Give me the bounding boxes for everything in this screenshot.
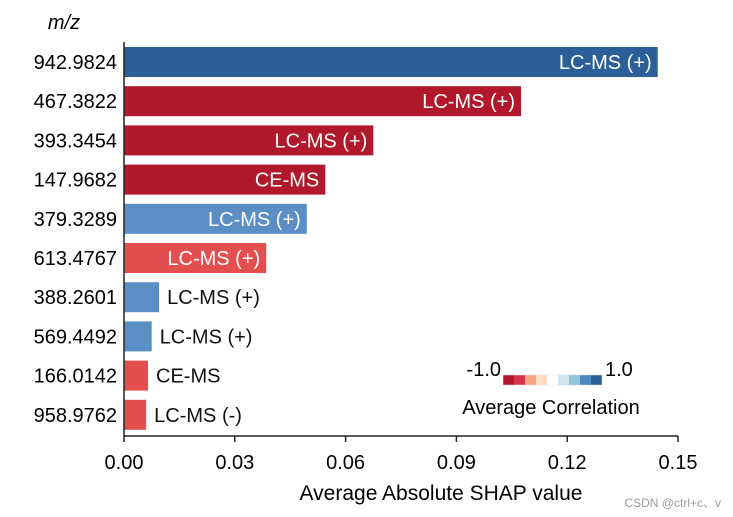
bar — [124, 125, 374, 156]
x-tick-label: 0.09 — [437, 452, 476, 474]
y-tick-label: 393.3454 — [34, 130, 117, 152]
colorbar-swatch — [503, 375, 514, 385]
x-tick-label: 0.12 — [548, 452, 587, 474]
bar — [124, 282, 160, 313]
bar-label: CE-MS — [255, 170, 319, 192]
bar-label: LC-MS (+) — [167, 248, 260, 270]
x-tick-label: 0.00 — [105, 452, 144, 474]
bar-label: LC-MS (+) — [208, 209, 301, 231]
y-tick-label: 569.4492 — [34, 326, 117, 348]
x-axis-title: Average Absolute SHAP value — [300, 482, 583, 505]
bar — [124, 47, 658, 77]
bar-labels: LC-MS (+) LC-MS (+) LC-MS (+) CE-MS LC-MS (+… — [154, 52, 652, 427]
x-tick-label: 0.06 — [326, 452, 365, 474]
y-tick-labels: 942.9824 467.3822 393.3454 147.9682 379.3289… — [34, 52, 117, 427]
bars — [124, 47, 658, 430]
y-tick-label: 958.9762 — [34, 405, 117, 427]
colorbar-title: Average Correlation — [462, 397, 640, 419]
y-tick-label: 388.2601 — [34, 287, 117, 309]
watermark: CSDN @ctrl+c、v — [624, 496, 721, 510]
bar — [124, 243, 267, 273]
y-tick-label: 613.4767 — [34, 248, 117, 270]
y-tick-label: 467.3822 — [34, 91, 117, 113]
x-tick-label: 0.03 — [215, 452, 254, 474]
bar — [124, 321, 152, 352]
bar-label: LC-MS (+) — [160, 326, 253, 348]
x-tick-label: 0.15 — [659, 452, 698, 474]
bar — [124, 360, 149, 391]
x-axis: 0.00 0.03 0.06 0.09 0.12 0.15 — [105, 42, 698, 474]
colorbar-swatch — [547, 375, 558, 385]
bar-label: LC-MS (+) — [559, 52, 652, 74]
bar-label: CE-MS — [156, 366, 220, 388]
y-tick-label: 166.0142 — [34, 366, 117, 388]
colorbar-swatch — [558, 375, 569, 385]
bar — [124, 399, 147, 430]
y-axis-header: m/z — [48, 12, 80, 34]
colorbar-max-label: 1.0 — [605, 359, 633, 381]
bar — [124, 164, 326, 195]
bar — [124, 86, 522, 117]
bar-label: LC-MS (+) — [167, 287, 260, 309]
colorbar-min-label: -1.0 — [467, 359, 501, 381]
colorbar-swatch — [580, 375, 591, 385]
y-tick-label: 147.9682 — [34, 170, 117, 192]
y-tick-label: 379.3289 — [34, 209, 117, 231]
colorbar-swatch — [525, 375, 536, 385]
bar-label: LC-MS (+) — [422, 91, 515, 113]
bar — [124, 203, 307, 234]
bar-label: LC-MS (-) — [154, 405, 242, 427]
colorbar-swatch — [569, 375, 580, 385]
colorbar-legend: -1.0 1.0 Average Correlation — [462, 359, 640, 419]
colorbar-swatch — [514, 375, 525, 385]
bar-label: LC-MS (+) — [275, 130, 368, 152]
y-tick-label: 942.9824 — [34, 52, 117, 74]
colorbar-swatch — [536, 375, 547, 385]
colorbar-swatch — [591, 375, 602, 385]
colorbar-frame — [502, 374, 603, 386]
